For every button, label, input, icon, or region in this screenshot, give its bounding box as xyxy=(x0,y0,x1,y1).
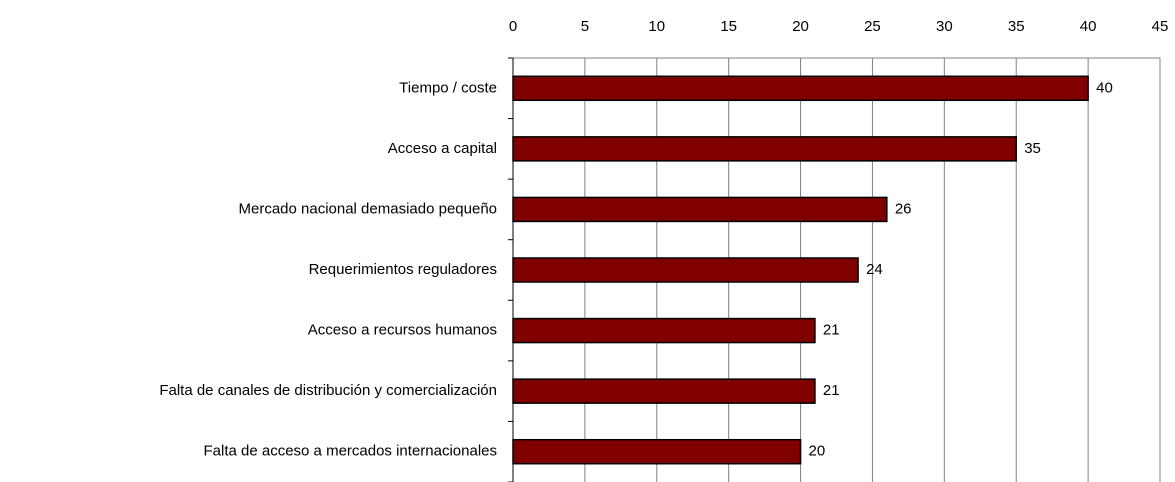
x-tick-label: 25 xyxy=(864,18,881,35)
x-tick-label: 30 xyxy=(936,18,953,35)
x-tick-label: 40 xyxy=(1080,18,1097,35)
data-label: 21 xyxy=(823,382,840,399)
data-label: 21 xyxy=(823,322,840,339)
bar xyxy=(512,196,888,223)
data-label: 26 xyxy=(895,200,912,217)
bar xyxy=(512,136,1017,162)
x-tick-label: 15 xyxy=(720,18,737,35)
x-tick-label: 0 xyxy=(509,18,517,35)
x-tick-label: 5 xyxy=(581,18,589,35)
bar xyxy=(512,378,816,404)
y-tick-label: Tiempo / coste xyxy=(399,79,497,96)
y-tick-label: Acceso a recursos humanos xyxy=(308,322,497,339)
x-tick-label: 45 xyxy=(1152,18,1169,35)
bar xyxy=(512,257,859,283)
bar xyxy=(512,75,1089,102)
bar xyxy=(512,438,802,465)
y-tick-label: Falta de canales de distribución y comer… xyxy=(159,382,497,399)
x-tick-label: 10 xyxy=(648,18,665,35)
data-label: 40 xyxy=(1096,79,1113,96)
x-tick-label: 20 xyxy=(792,18,809,35)
x-tick-label: 35 xyxy=(1008,18,1025,35)
data-label: 35 xyxy=(1024,140,1041,157)
y-tick-label: Mercado nacional demasiado pequeño xyxy=(238,200,497,217)
y-tick-label: Requerimientos reguladores xyxy=(309,261,497,278)
bar xyxy=(512,317,816,344)
y-tick-label: Falta de acceso a mercados internacional… xyxy=(204,443,498,460)
data-label: 24 xyxy=(866,261,883,278)
data-label: 20 xyxy=(809,443,826,460)
y-tick-label: Acceso a capital xyxy=(388,140,497,157)
